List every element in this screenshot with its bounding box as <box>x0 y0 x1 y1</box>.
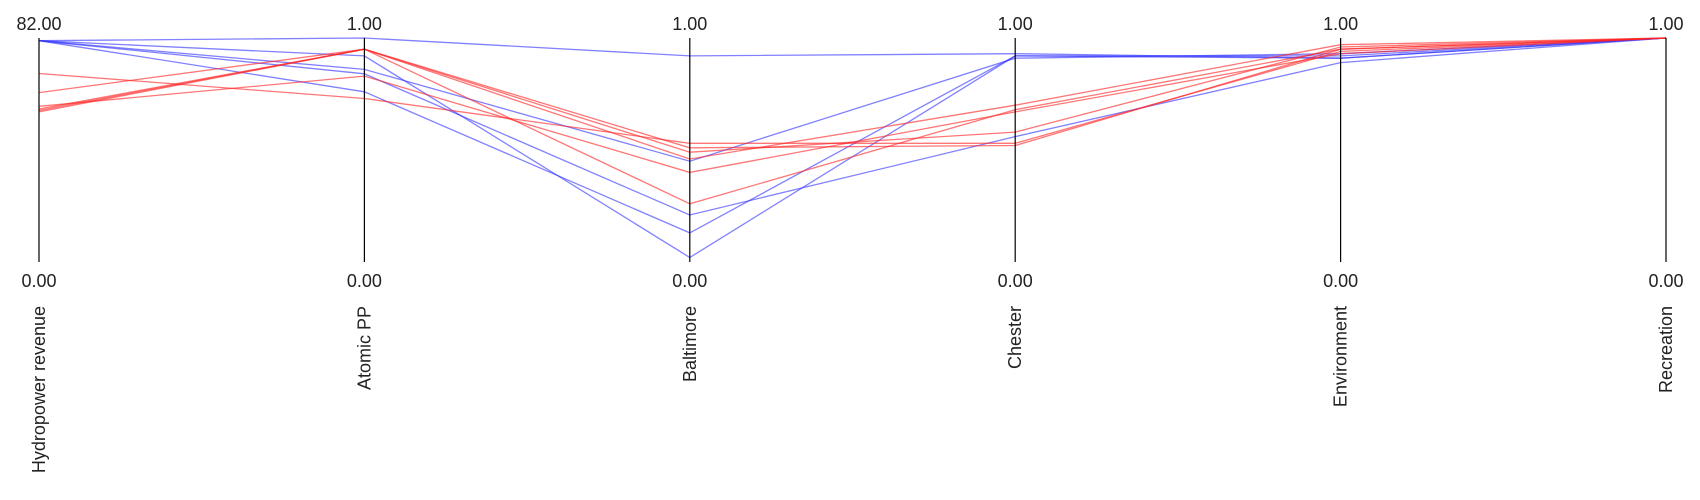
axis-min-label-baltimore: 0.00 <box>672 271 707 291</box>
axis-labels: 82.00 0.00 Hydropower revenue 1.00 0.00 Atomi… <box>16 14 1683 473</box>
series-line-10 <box>38 37 1667 174</box>
series-line-5 <box>38 37 1667 216</box>
axis-max-label-hydropower-revenue: 82.00 <box>16 14 61 34</box>
axis-min-label-environment: 0.00 <box>1323 271 1358 291</box>
axis-min-label-atomic-pp: 0.00 <box>347 271 382 291</box>
axis-name-baltimore: Baltimore <box>680 306 700 382</box>
axis-min-label-recreation: 0.00 <box>1648 271 1683 291</box>
series-line-3 <box>38 37 1667 259</box>
series-lines <box>38 37 1667 259</box>
axis-max-label-chester: 1.00 <box>998 14 1033 34</box>
axis-name-environment: Environment <box>1331 306 1351 407</box>
axis-max-label-atomic-pp: 1.00 <box>347 14 382 34</box>
series-line-4 <box>38 37 1667 234</box>
axis-name-recreation: Recreation <box>1656 306 1676 393</box>
axis-min-label-chester: 0.00 <box>998 271 1033 291</box>
series-line-9 <box>38 37 1667 144</box>
axis-max-label-environment: 1.00 <box>1323 14 1358 34</box>
axis-max-label-recreation: 1.00 <box>1648 14 1683 34</box>
series-line-11 <box>38 37 1667 160</box>
axis-name-chester: Chester <box>1005 306 1025 369</box>
axis-min-label-hydropower-revenue: 0.00 <box>21 271 56 291</box>
axis-name-hydropower-revenue: Hydropower revenue <box>29 306 49 473</box>
axes <box>38 38 1667 262</box>
axis-max-label-baltimore: 1.00 <box>672 14 707 34</box>
axis-name-atomic-pp: Atomic PP <box>354 306 374 390</box>
